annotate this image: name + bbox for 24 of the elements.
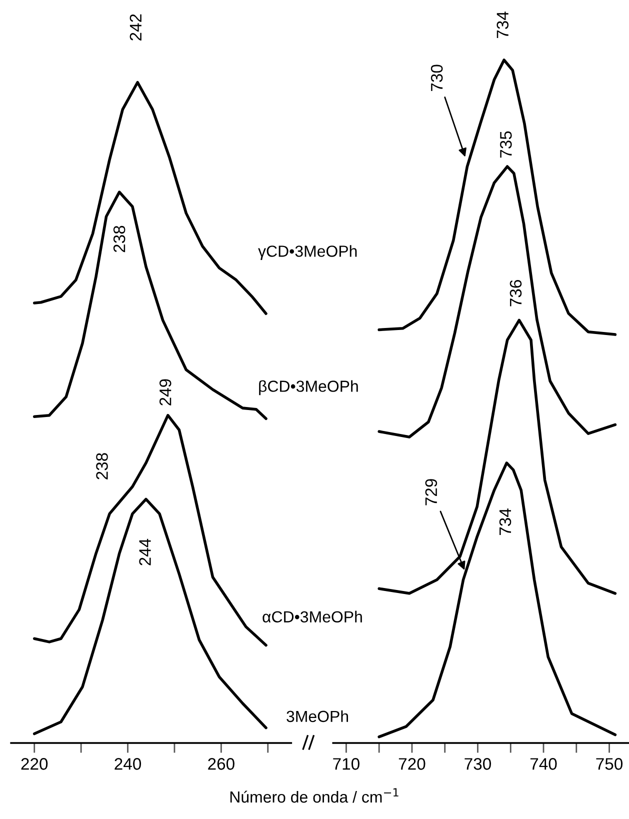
annotation: 730 — [430, 64, 443, 92]
x-tick-label: 750 — [596, 758, 623, 770]
annotation: 249 — [159, 379, 172, 406]
annotation: 734 — [496, 12, 509, 38]
annotation: 736 — [510, 280, 522, 306]
x-tick-label: 710 — [333, 758, 360, 770]
x-tick-label: 740 — [530, 758, 557, 770]
series-label: βCD•3MeOPh — [259, 380, 358, 396]
x-tick-label: 220 — [21, 758, 48, 770]
annotation: 729 — [425, 479, 438, 506]
annotation: 734 — [499, 508, 512, 536]
x-tick-label: 240 — [114, 758, 142, 770]
x-tick-label: 730 — [464, 758, 491, 770]
x-tick-label: 720 — [398, 758, 426, 770]
series-label: γCD•3MeOPh — [258, 245, 357, 260]
annotation: 238 — [113, 226, 126, 252]
annotation: 242 — [130, 14, 142, 40]
series-label: αCD•3MeOPh — [262, 610, 362, 623]
x-axis-title: Número de onda / cm$^{−1}$ — [230, 788, 398, 803]
series-label: 3MeOPh — [286, 710, 348, 722]
x-tick-label: 260 — [208, 758, 234, 770]
annotation: 735 — [500, 131, 512, 158]
annotation: 238 — [96, 453, 108, 480]
annotation: 244 — [139, 538, 151, 566]
